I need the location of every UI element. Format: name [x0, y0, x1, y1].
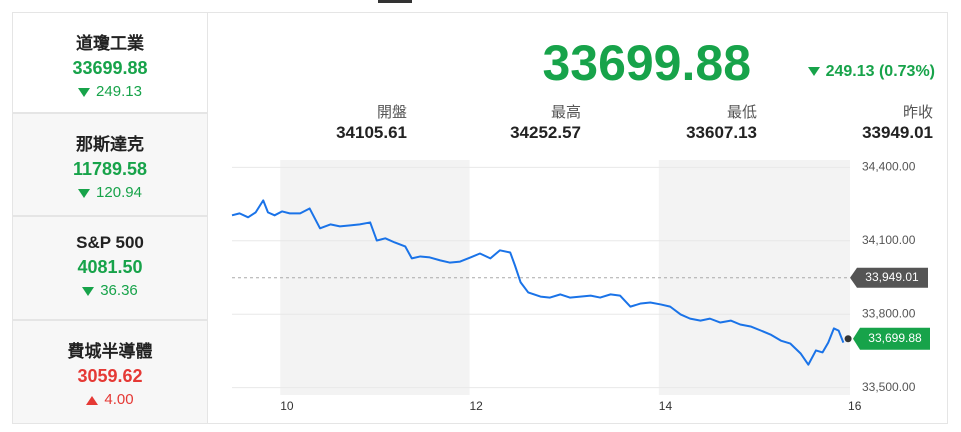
index-tile[interactable]: 費城半導體 3059.62 4.00	[12, 320, 208, 424]
change-arrow	[82, 286, 95, 296]
index-name: 費城半導體	[67, 342, 153, 361]
index-change: 36.36	[13, 282, 207, 299]
current-label: 33,699.88	[868, 331, 922, 345]
index-tile[interactable]: 道瓊工業 33699.88 249.13	[12, 12, 208, 113]
top-tab-indicator	[378, 0, 412, 3]
y-tick-label: 33,500.00	[862, 380, 916, 394]
change-arrow	[78, 188, 91, 198]
change-arrow	[86, 395, 99, 405]
current-tag	[853, 327, 930, 350]
index-value: 33699.88	[72, 58, 148, 78]
change-text: 4.00	[104, 391, 134, 408]
change-arrow	[807, 67, 820, 77]
index-change: 4.00	[13, 391, 207, 408]
change-arrow	[78, 87, 91, 97]
index-name: S&P 500	[76, 233, 144, 252]
change-text: 36.36	[100, 282, 138, 299]
stat-label: 最高	[550, 104, 581, 121]
y-tick-label: 34,100.00	[862, 233, 916, 247]
stat-value: 33607.13	[686, 123, 757, 142]
index-tile[interactable]: 那斯達克 11789.58 120.94	[12, 113, 208, 216]
price-line	[231, 199, 845, 366]
index-name: 那斯達克	[76, 135, 144, 154]
shaded-band	[280, 160, 470, 395]
reference-label: 33,949.01	[865, 270, 919, 284]
stat-label: 最低	[726, 104, 757, 121]
stat-value: 33949.01	[862, 123, 933, 142]
index-value: 11789.58	[72, 159, 148, 179]
change-text: 120.94	[96, 184, 142, 201]
stat-value: 34252.57	[510, 123, 581, 142]
index-value: 3059.62	[77, 366, 143, 386]
index-tile[interactable]: S&P 500 4081.50 36.36	[12, 216, 208, 320]
y-tick-label: 33,800.00	[862, 306, 916, 320]
reference-tag	[850, 267, 928, 288]
index-change: 120.94	[13, 184, 207, 201]
change-text: 249.13	[96, 83, 142, 100]
x-tick-label: 10	[280, 399, 294, 413]
change-text: 249.13 (0.73%)	[825, 63, 935, 80]
price: 33699.88	[542, 35, 751, 91]
stat-value: 34105.61	[336, 123, 407, 142]
x-tick-label: 12	[469, 399, 483, 413]
y-tick-label: 34,400.00	[862, 160, 916, 174]
panel	[208, 12, 948, 424]
index-name: 道瓊工業	[76, 34, 144, 53]
current-dot	[844, 335, 852, 343]
index-value: 4081.50	[77, 257, 143, 277]
stat-label: 開盤	[376, 104, 407, 121]
stat-label: 昨收	[902, 104, 933, 121]
x-tick-label: 16	[848, 399, 862, 413]
x-tick-label: 14	[659, 399, 673, 413]
price-change: 249.13 (0.73%)	[807, 63, 935, 81]
index-change: 249.13	[13, 83, 207, 100]
